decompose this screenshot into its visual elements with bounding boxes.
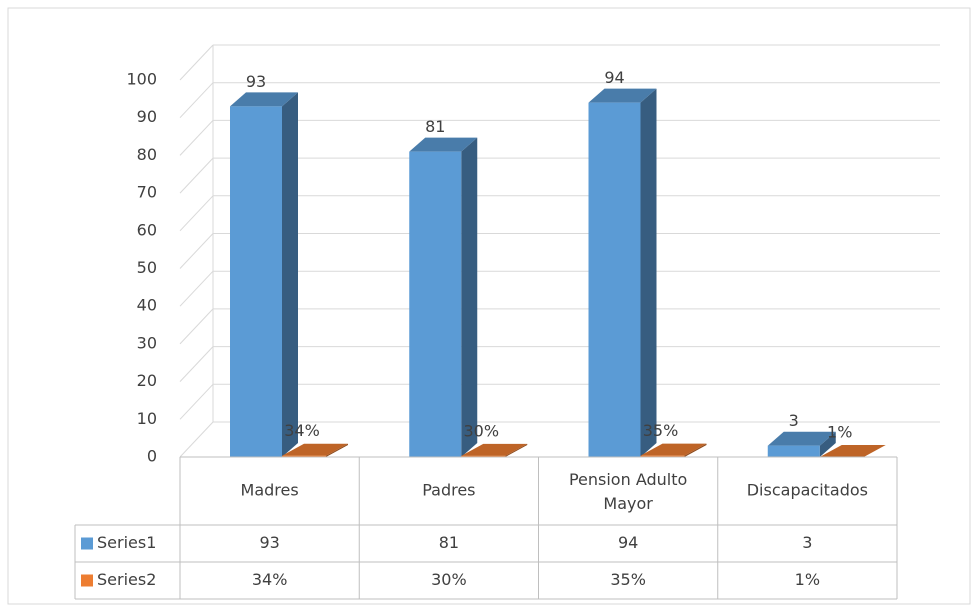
- bar: [767, 445, 820, 457]
- bar: [230, 106, 282, 457]
- table-cell: 1%: [795, 570, 820, 589]
- data-label: 1%: [827, 422, 852, 441]
- y-tick-label: 50: [137, 258, 157, 277]
- bar: [409, 151, 462, 457]
- y-tick-label: 60: [137, 220, 157, 239]
- y-tick-label: 10: [137, 409, 157, 428]
- table-cell: 34%: [252, 570, 288, 589]
- y-tick-label: 30: [137, 333, 157, 352]
- bar-side: [461, 137, 478, 457]
- bar: [588, 102, 641, 458]
- legend-label: Series2: [97, 570, 156, 589]
- bar-top: [819, 444, 886, 457]
- bar-side: [684, 443, 707, 457]
- bar-side: [505, 443, 528, 457]
- table-cell: 30%: [431, 570, 467, 589]
- grid-line: [179, 270, 214, 307]
- bar-top: [282, 443, 348, 456]
- grid-line: [179, 195, 214, 232]
- x-tick-label: Madres: [241, 481, 299, 500]
- legend-label: Series1: [97, 533, 156, 552]
- bar: [640, 455, 685, 457]
- data-label: 81: [425, 117, 445, 136]
- legend-swatch: [81, 537, 93, 550]
- table-cell: 94: [618, 533, 638, 552]
- y-tick-label: 100: [126, 70, 157, 89]
- y-tick-label: 90: [137, 107, 157, 126]
- data-label: 35%: [643, 421, 679, 440]
- y-tick-label: 80: [137, 145, 157, 164]
- y-tick-label: 20: [137, 371, 157, 390]
- bar-top: [588, 88, 657, 103]
- chart-border: [7, 7, 971, 605]
- grid-line: [179, 308, 214, 345]
- grid-line: [179, 383, 214, 420]
- grid-line: [179, 157, 214, 194]
- y-tick-label: 40: [137, 296, 157, 315]
- bar-side: [640, 88, 657, 458]
- bar-top: [409, 137, 478, 152]
- legend-swatch: [81, 574, 93, 587]
- x-tick-label: Discapacitados: [747, 481, 868, 500]
- x-tick-label: Pension Adulto Mayor: [569, 470, 687, 513]
- x-tick-label: Padres: [422, 481, 475, 500]
- data-label: 3: [789, 411, 799, 430]
- bar-side: [282, 92, 298, 457]
- data-label: 34%: [284, 421, 320, 440]
- grid-line: [179, 233, 214, 269]
- bar-side: [863, 444, 886, 457]
- table-cell: 35%: [610, 570, 646, 589]
- grid-line: [179, 82, 214, 119]
- grid-line: [179, 44, 214, 81]
- data-label: 30%: [463, 421, 499, 440]
- table-cell: 3: [802, 533, 812, 552]
- y-tick-label: 70: [137, 183, 157, 202]
- data-label: 93: [246, 72, 266, 91]
- data-label: 94: [604, 68, 624, 87]
- grid-line: [179, 120, 214, 156]
- bar: [282, 455, 326, 457]
- bar: [461, 455, 506, 457]
- grid-line: [179, 421, 214, 458]
- bar-top: [461, 443, 528, 456]
- bar-side: [326, 443, 348, 457]
- table-cell: 81: [439, 533, 459, 552]
- bar-top: [230, 92, 298, 107]
- bar-top: [640, 443, 707, 456]
- bar-side: [819, 431, 836, 457]
- table-cell: 93: [259, 533, 279, 552]
- bar-top: [767, 431, 836, 446]
- y-tick-label: 0: [147, 447, 157, 466]
- grid-line: [179, 346, 214, 382]
